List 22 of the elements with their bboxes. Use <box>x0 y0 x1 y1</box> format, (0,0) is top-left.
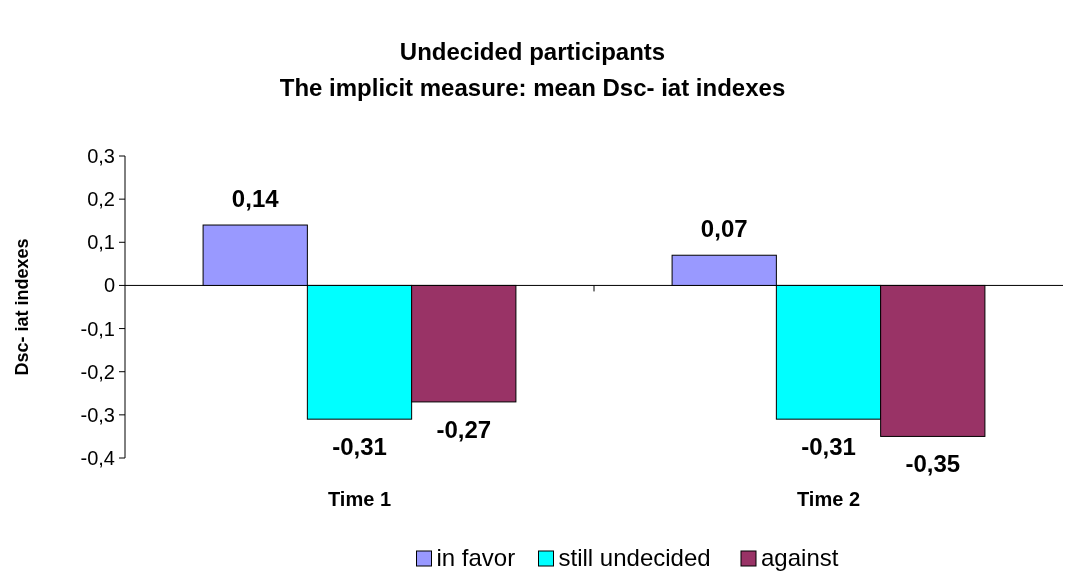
legend-label: still undecided <box>558 544 711 572</box>
chart-subtitle: The implicit measure: mean Dsc- iat indexes <box>279 74 786 101</box>
data-label: -0,27 <box>436 415 492 443</box>
y-tick-label: -0,3 <box>80 403 115 426</box>
x-tick-label: Time 1 <box>328 488 391 510</box>
y-tick-label: 0,1 <box>87 231 115 254</box>
y-tick-label: 0,2 <box>87 188 115 211</box>
data-label: 0,07 <box>700 215 748 243</box>
y-axis-title: Dsc- iat indexes <box>12 238 32 376</box>
y-tick-label: -0,2 <box>80 360 115 383</box>
data-label: -0,31 <box>332 433 387 461</box>
data-label: -0,35 <box>905 450 961 478</box>
legend-label: against <box>761 544 839 572</box>
y-tick-label: -0,4 <box>80 447 115 469</box>
data-label: -0,31 <box>801 433 856 461</box>
y-tick-label: -0,1 <box>80 317 115 340</box>
y-tick-label: 0,3 <box>87 145 115 167</box>
y-tick-label: 0 <box>103 274 115 297</box>
data-label: 0,14 <box>231 185 280 213</box>
x-tick-label: Time 2 <box>797 488 860 510</box>
chart-title: Undecided participants <box>399 38 666 65</box>
legend-label: in favor <box>436 544 516 572</box>
